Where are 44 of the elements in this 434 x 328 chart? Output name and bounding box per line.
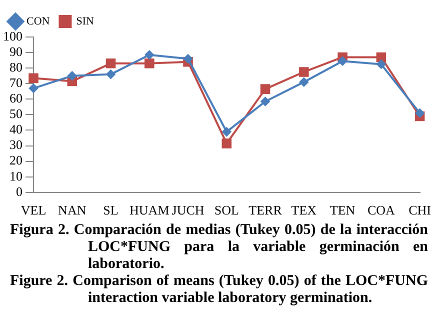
x-tick-label: VEL	[20, 202, 46, 218]
x-tick-label: COA	[367, 202, 396, 218]
x-tick-label: JUCH	[172, 202, 204, 218]
y-tick-label: 50	[10, 106, 22, 122]
caption: Figure 2. Comparison of means (Tukey 0.05) of the LOC*FUNG interaction variable laboratory germination.	[9, 273, 429, 307]
point	[260, 96, 270, 106]
y-tick-label: 20	[10, 152, 22, 168]
text: Figura 2. Comparación de medias (Tukey 0.05) de la interacción LOC*FUNG para la variable germinación en laboratorio.	[9, 222, 429, 273]
point	[222, 138, 232, 148]
y-tick-label: 90	[10, 44, 22, 59]
point	[29, 84, 38, 93]
legend-label: SIN	[76, 15, 94, 28]
y-tick-label: 100	[3, 28, 22, 44]
y-tick-label: 60	[10, 90, 22, 106]
legend-label: CON	[26, 15, 50, 28]
y-tick-label: 80	[10, 60, 22, 74]
x-tick-label: HUAM	[130, 202, 170, 218]
y-tick-label: 40	[10, 122, 22, 137]
point	[299, 78, 308, 87]
point	[299, 67, 309, 77]
y-tick-label: 0	[16, 184, 22, 199]
point	[144, 58, 154, 68]
point	[28, 73, 38, 84]
x-tick-label: CHI	[408, 202, 431, 218]
point	[144, 50, 154, 60]
point	[415, 108, 424, 118]
x-tick-label: TEN	[330, 202, 356, 218]
x-tick-label: SOL	[214, 202, 239, 218]
point	[106, 58, 116, 68]
y-tick-label: 30	[10, 137, 22, 152]
point	[222, 127, 232, 136]
point	[338, 56, 348, 66]
x-tick-label: TERR	[248, 202, 282, 218]
point	[68, 71, 77, 80]
point	[376, 52, 386, 62]
x-tick-label: NAN	[58, 202, 87, 218]
point	[260, 84, 270, 94]
x-tick-label: SL	[103, 202, 118, 218]
y-tick-label: 70	[10, 75, 22, 90]
point	[184, 54, 193, 64]
y-tick-label: 10	[10, 168, 22, 184]
point	[376, 60, 386, 69]
point	[106, 70, 116, 79]
x-tick-label: TEX	[291, 202, 318, 218]
